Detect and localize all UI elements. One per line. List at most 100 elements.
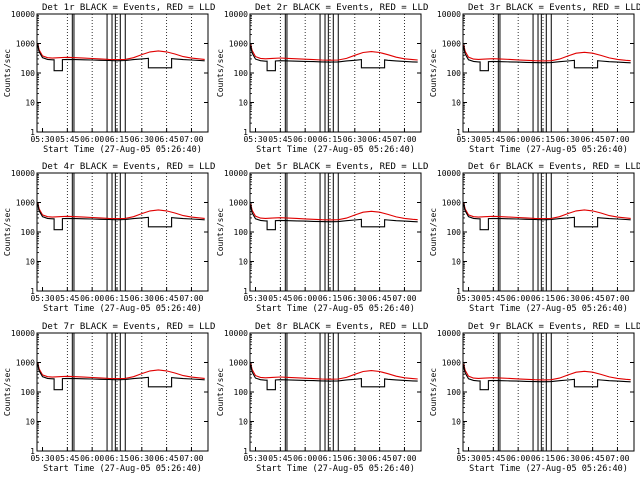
events-series-line (250, 46, 418, 72)
x-tick-label: 07:00 (179, 294, 203, 303)
y-tick-label: 10 (238, 99, 248, 108)
x-tick-label: 06:30 (343, 454, 367, 463)
y-tick-label: 1000 (229, 40, 248, 49)
y-tick-label: 1 (30, 447, 35, 456)
panel-det-9r: Det 9r BLACK = Events, RED = LLD 1 10 100 10… (429, 322, 640, 474)
y-tick-label: 10000 (224, 10, 248, 19)
x-tick-label: 07:00 (392, 135, 416, 144)
lld-series-line (250, 363, 418, 380)
y-tick-label: 10000 (11, 10, 35, 19)
y-tick-label: 10 (238, 258, 248, 267)
lld-series-line (250, 203, 418, 221)
y-tick-label: 100 (234, 228, 249, 237)
panel-det-1r: Det 1r BLACK = Events, RED = LLD 1 10 100 10… (3, 3, 215, 155)
panel-title: Det 9r BLACK = Events, RED = LLD (468, 322, 640, 332)
y-tick-label: 10000 (11, 329, 35, 338)
x-tick-label: 06:45 (581, 294, 605, 303)
panel-det-5r: Det 5r BLACK = Events, RED = LLD 1 10 100 10… (216, 162, 428, 314)
lld-series-line (250, 44, 418, 61)
y-tick-label: 1000 (442, 359, 461, 368)
events-series-line (37, 363, 205, 391)
x-tick-label: 06:30 (130, 135, 154, 144)
x-tick-label: 05:30 (456, 135, 480, 144)
panel-det-4r: Det 4r BLACK = Events, RED = LLD 1 10 100 10… (3, 162, 215, 314)
lld-series-line (37, 362, 205, 380)
y-tick-label: 10 (25, 99, 35, 108)
y-tick-label: 10 (451, 418, 461, 427)
x-tick-label: 06:30 (343, 294, 367, 303)
x-tick-label: 07:00 (605, 454, 629, 463)
x-tick-label: 05:30 (456, 294, 480, 303)
y-tick-label: 1000 (442, 40, 461, 49)
y-tick-label: 1000 (442, 199, 461, 208)
panel-det-6r: Det 6r BLACK = Events, RED = LLD 1 10 100 10… (429, 162, 640, 314)
y-tick-label: 100 (21, 388, 36, 397)
y-tick-label: 1 (30, 128, 35, 137)
events-series-line (250, 205, 418, 231)
panel-title: Det 6r BLACK = Events, RED = LLD (468, 162, 640, 172)
x-tick-label: 06:30 (556, 454, 580, 463)
plot-frame (36, 13, 209, 133)
y-tick-label: 1 (243, 128, 248, 137)
x-tick-label: 06:45 (368, 135, 392, 144)
y-tick-label: 1000 (16, 40, 35, 49)
lld-series-line (37, 202, 205, 220)
events-series-line (37, 44, 205, 72)
x-tick-label: 06:00 (293, 454, 317, 463)
lld-series-line (463, 202, 631, 220)
y-axis-label: Counts/sec (216, 49, 225, 97)
x-tick-label: 06:15 (318, 135, 342, 144)
x-tick-label: 06:15 (318, 454, 342, 463)
x-tick-label: 05:45 (481, 294, 505, 303)
x-tick-label: 06:00 (80, 294, 104, 303)
x-tick-label: 07:00 (179, 454, 203, 463)
x-tick-label: 06:15 (531, 454, 555, 463)
plot-frame (462, 172, 635, 292)
y-tick-label: 1000 (229, 199, 248, 208)
y-tick-label: 1 (456, 287, 461, 296)
x-tick-label: 06:00 (80, 135, 104, 144)
x-tick-label: 07:00 (605, 135, 629, 144)
y-tick-label: 1 (30, 287, 35, 296)
x-axis-label: Start Time (27-Aug-05 05:26:40) (469, 145, 628, 155)
x-tick-label: 06:00 (506, 135, 530, 144)
panel-det-8r: Det 8r BLACK = Events, RED = LLD 1 10 100 10… (216, 322, 428, 474)
x-axis-label: Start Time (27-Aug-05 05:26:40) (43, 304, 202, 314)
y-tick-label: 100 (447, 228, 462, 237)
y-tick-label: 1 (456, 128, 461, 137)
x-tick-label: 06:45 (155, 454, 179, 463)
x-axis-label: Start Time (27-Aug-05 05:26:40) (43, 145, 202, 155)
y-tick-label: 1 (243, 447, 248, 456)
y-tick-label: 1000 (16, 359, 35, 368)
panel-title: Det 2r BLACK = Events, RED = LLD (255, 3, 428, 13)
x-tick-label: 06:45 (368, 294, 392, 303)
y-axis-label: Counts/sec (3, 208, 12, 256)
x-tick-label: 05:45 (481, 454, 505, 463)
x-tick-label: 05:45 (268, 454, 292, 463)
x-tick-label: 06:00 (293, 294, 317, 303)
y-tick-label: 100 (447, 69, 462, 78)
x-tick-label: 05:30 (30, 454, 54, 463)
x-tick-label: 07:00 (179, 135, 203, 144)
x-tick-label: 05:30 (243, 294, 267, 303)
x-tick-label: 06:30 (556, 294, 580, 303)
y-axis-label: Counts/sec (216, 208, 225, 256)
y-tick-label: 10000 (224, 169, 248, 178)
y-tick-label: 10 (238, 418, 248, 427)
x-tick-label: 06:45 (155, 294, 179, 303)
panel-title: Det 8r BLACK = Events, RED = LLD (255, 322, 428, 332)
lld-series-line (463, 363, 631, 381)
events-series-line (250, 365, 418, 391)
x-tick-label: 05:45 (268, 135, 292, 144)
y-axis-label: Counts/sec (429, 208, 438, 256)
lld-series-line (463, 44, 631, 62)
y-axis-label: Counts/sec (429, 49, 438, 97)
x-tick-label: 07:00 (392, 454, 416, 463)
y-tick-label: 10000 (224, 329, 248, 338)
panel-title: Det 7r BLACK = Events, RED = LLD (42, 322, 215, 332)
x-tick-label: 07:00 (605, 294, 629, 303)
y-tick-label: 100 (447, 388, 462, 397)
x-tick-label: 06:00 (80, 454, 104, 463)
